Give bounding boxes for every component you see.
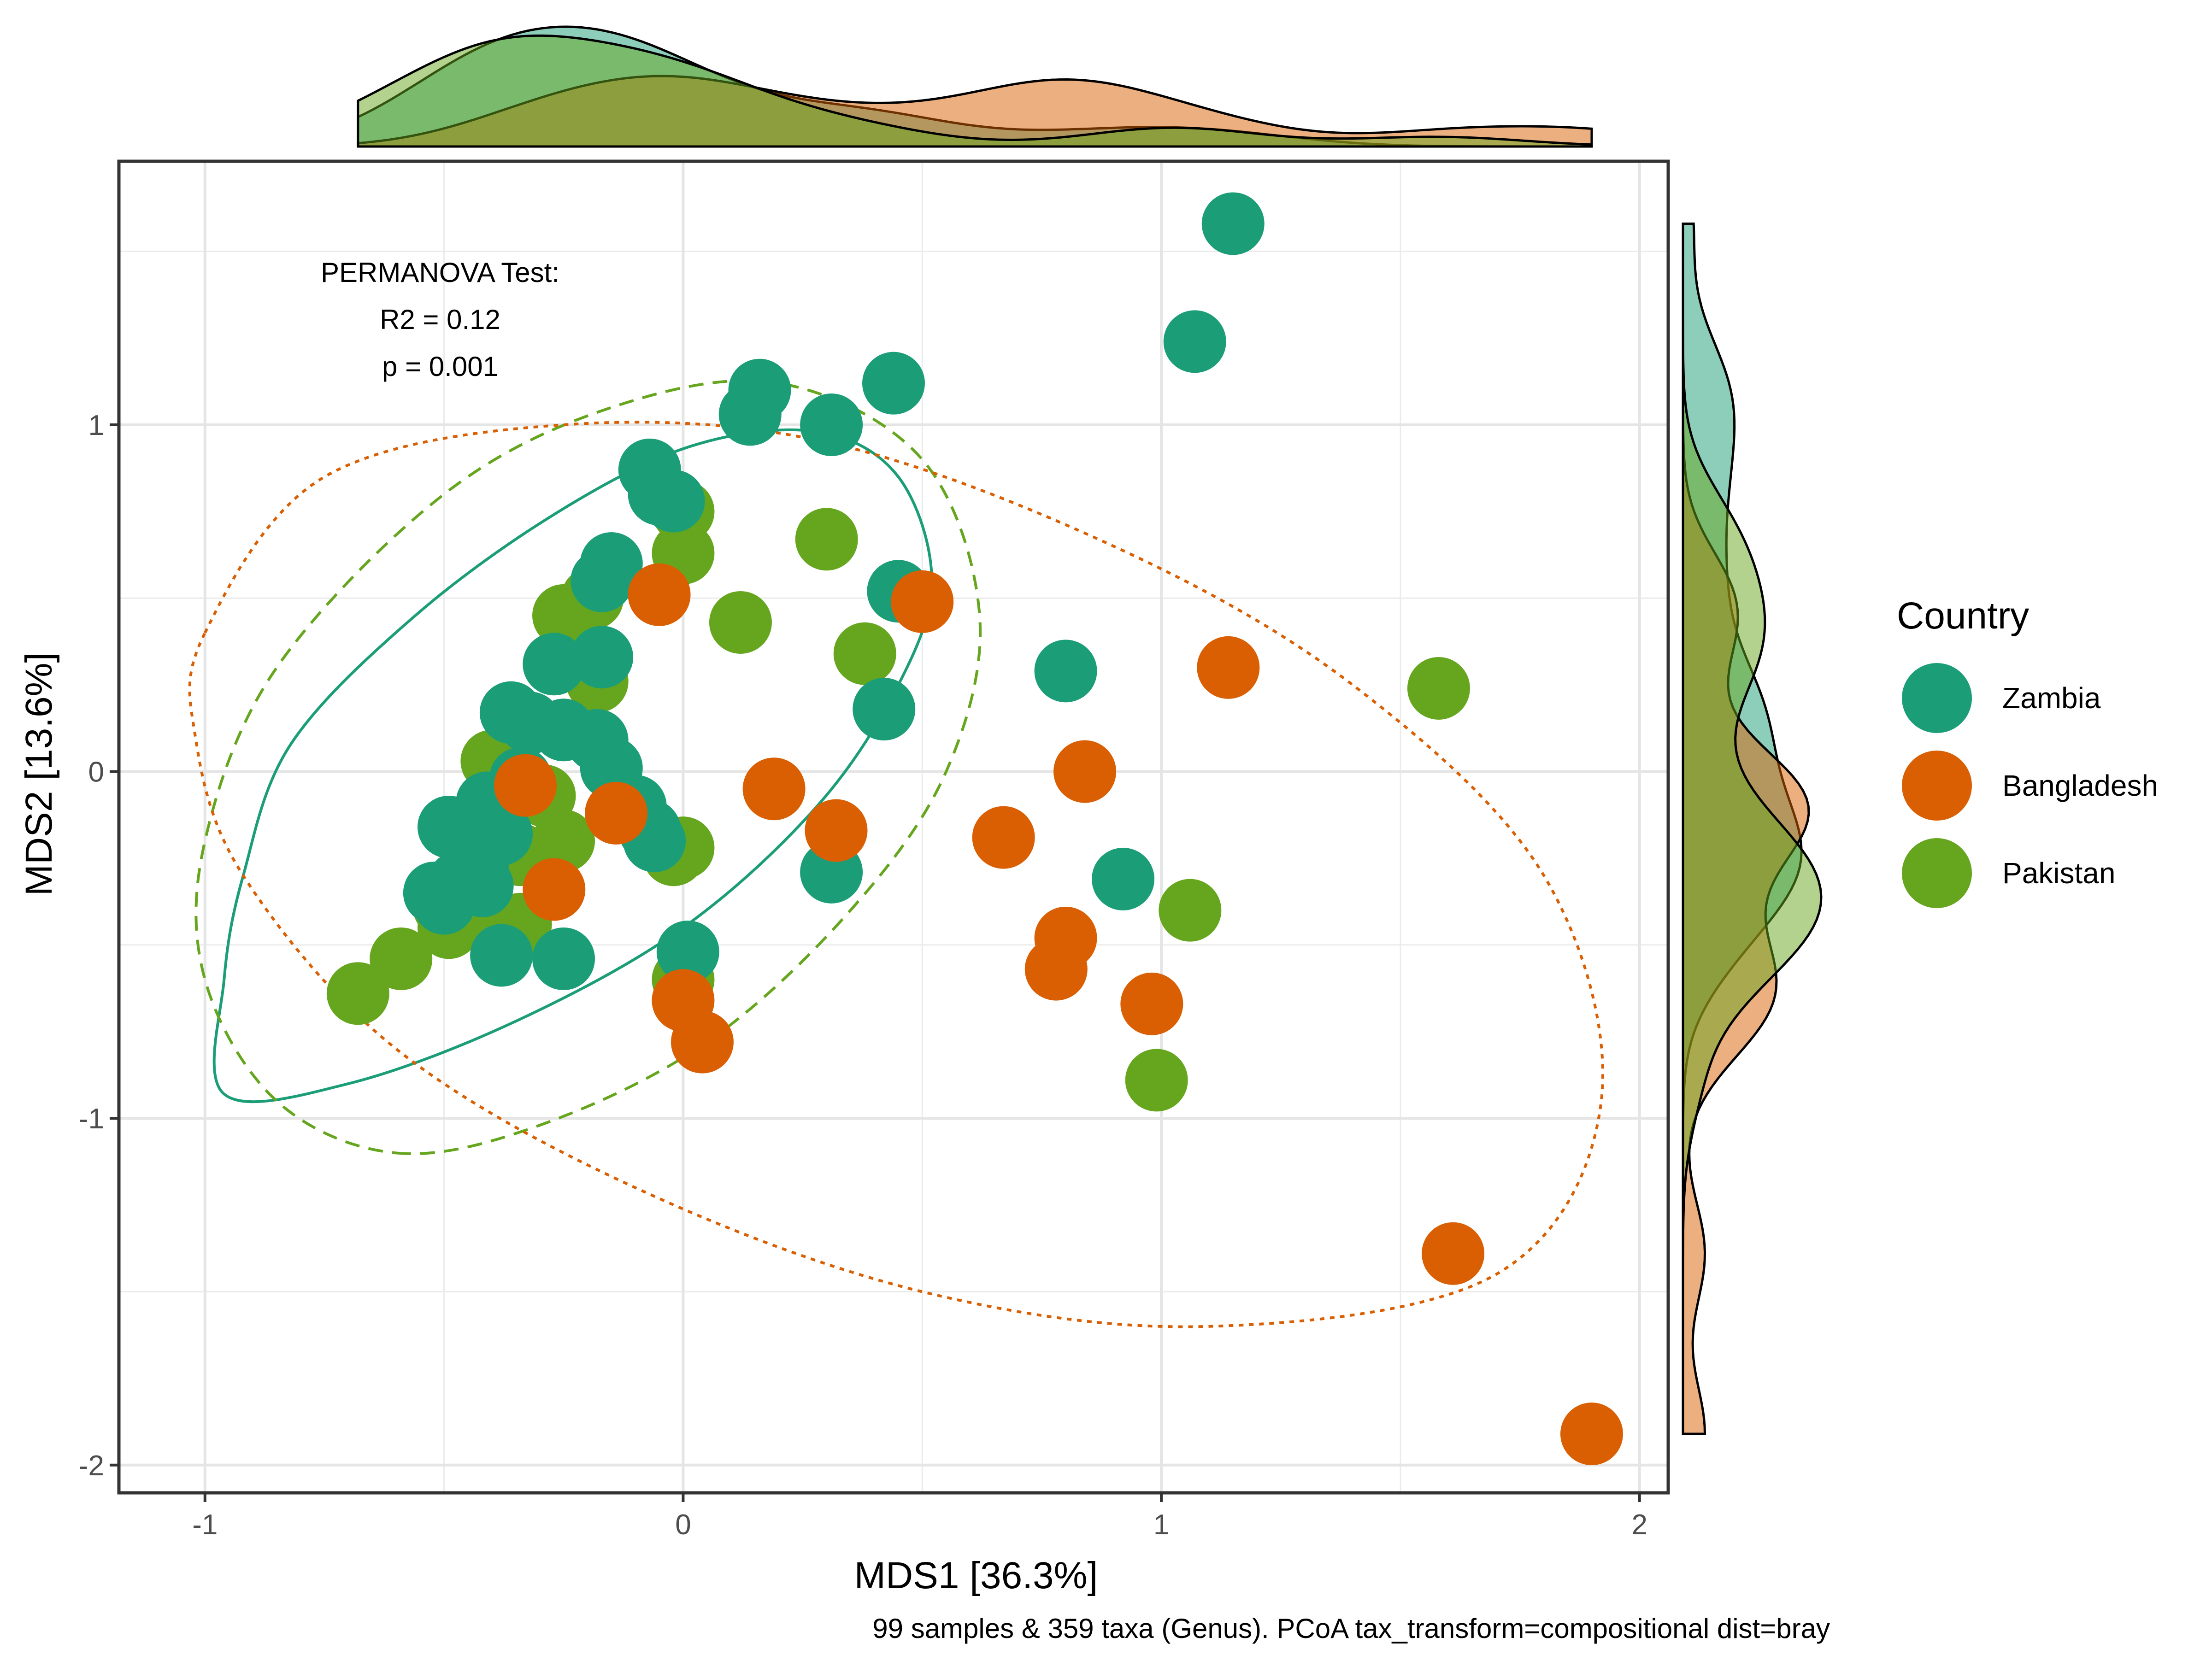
point-zambia [470, 924, 533, 987]
point-pakistan [795, 508, 858, 571]
legend: Country Zambia Bangladesh Pakistan [1897, 595, 2158, 908]
legend-label-zambia: Zambia [2002, 681, 2101, 715]
point-zambia [1201, 192, 1265, 255]
x-tick-label: 1 [1153, 1509, 1169, 1541]
point-zambia [656, 920, 719, 983]
y-tick-label: -1 [79, 1103, 104, 1135]
point-zambia [1163, 310, 1226, 373]
point-bangladesh [523, 858, 586, 921]
axes: -1 0 1 2 -2 -1 0 1 [79, 410, 1647, 1541]
point-pakistan [833, 622, 896, 685]
panel-border [117, 159, 1670, 1495]
y-tick-label: 0 [88, 757, 104, 788]
ellipse-bangladesh [188, 421, 1605, 1328]
legend-key-pakistan [1902, 838, 1972, 908]
density-right-pakistan [1682, 223, 1823, 1434]
confidence-ellipses [188, 379, 1605, 1328]
legend-label-bangladesh: Bangladesh [2002, 769, 2158, 802]
top-marginal-density [357, 25, 1593, 148]
right-marginal-density [1682, 222, 1823, 1435]
x-tick-label: 0 [675, 1509, 691, 1541]
legend-title: Country [1897, 595, 2029, 637]
point-bangladesh [742, 757, 806, 821]
point-zambia [571, 626, 634, 689]
point-pakistan [370, 927, 433, 990]
point-pakistan [1125, 1049, 1188, 1112]
point-pakistan [1407, 657, 1470, 720]
permanova-annotation: PERMANOVA Test: R2 = 0.12 p = 0.001 [321, 257, 559, 382]
legend-key-zambia [1902, 663, 1972, 733]
x-tick-label: -1 [192, 1509, 218, 1541]
point-bangladesh [1197, 636, 1260, 699]
legend-key-bangladesh [1902, 751, 1972, 821]
point-pakistan [326, 962, 389, 1025]
ellipse-zambia [212, 428, 934, 1103]
ellipse-pakistan [194, 379, 982, 1156]
x-axis-title: MDS1 [36.3%] [854, 1555, 1098, 1596]
point-zambia [1034, 640, 1097, 703]
point-zambia [862, 352, 925, 415]
point-bangladesh [972, 806, 1035, 869]
point-zambia [718, 383, 782, 446]
point-bangladesh [891, 570, 954, 633]
annotation-line-3: p = 0.001 [382, 351, 498, 382]
grid [119, 161, 1668, 1493]
point-bangladesh [1053, 740, 1117, 803]
legend-label-pakistan: Pakistan [2002, 857, 2115, 890]
point-zambia [853, 678, 916, 741]
point-zambia [800, 393, 863, 456]
point-bangladesh [1560, 1403, 1623, 1466]
point-bangladesh [494, 754, 557, 817]
point-bangladesh [1120, 972, 1183, 1035]
y-tick-label: -2 [79, 1450, 104, 1482]
point-bangladesh [1024, 938, 1088, 1001]
point-zambia [523, 633, 586, 696]
x-tick-label: 2 [1631, 1509, 1647, 1541]
caption: 99 samples & 359 taxa (Genus). PCoA tax_… [872, 1613, 1830, 1644]
point-bangladesh [1422, 1222, 1485, 1285]
y-tick-label: 1 [88, 410, 104, 441]
annotation-line-2: R2 = 0.12 [380, 304, 500, 335]
data-points [326, 192, 1623, 1466]
point-pakistan [709, 591, 772, 654]
point-zambia [571, 549, 634, 612]
point-bangladesh [671, 1010, 734, 1074]
density-top-pakistan [357, 34, 1593, 148]
point-zambia [532, 927, 595, 990]
point-bangladesh [628, 563, 691, 626]
annotation-line-1: PERMANOVA Test: [321, 257, 559, 288]
point-zambia [642, 470, 705, 533]
y-axis-title: MDS2 [13.6%] [18, 652, 60, 896]
point-pakistan [1159, 879, 1222, 942]
point-bangladesh [585, 781, 648, 845]
point-zambia [1092, 847, 1155, 910]
point-zambia [412, 872, 476, 935]
point-bangladesh [805, 799, 868, 862]
